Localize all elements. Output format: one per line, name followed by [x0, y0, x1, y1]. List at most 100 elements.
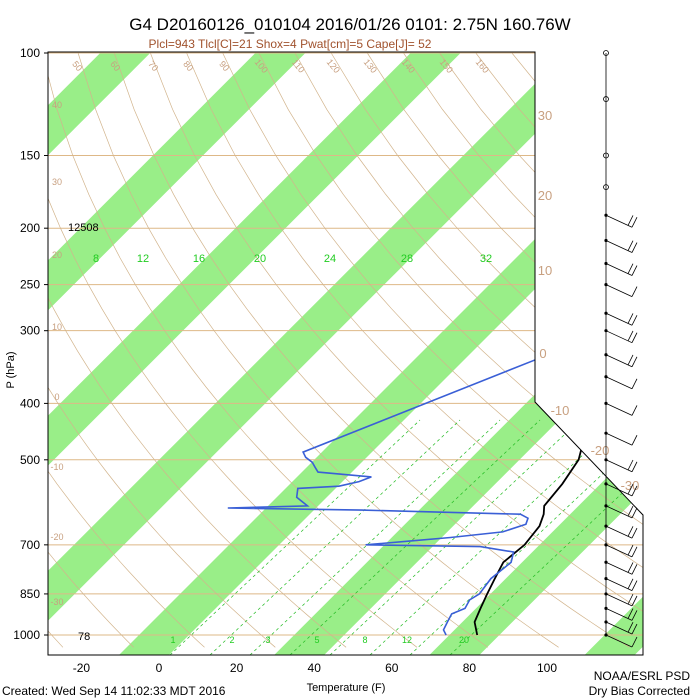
- dry-adiabat: [77, 52, 559, 648]
- wind-barb-feather: [627, 483, 634, 495]
- wind-barb-feather: [631, 286, 638, 297]
- series-dewpoint: [227, 240, 643, 636]
- wind-barb-shaft: [605, 403, 633, 416]
- wind-barb-feather: [631, 527, 638, 539]
- wind-barb-feather: [631, 623, 638, 635]
- pressure-tick-label: 300: [20, 324, 40, 338]
- pressure-tick-label: 150: [20, 148, 40, 162]
- adiabat-label: 160: [474, 57, 491, 75]
- lower-mixing-label: 2: [229, 635, 234, 645]
- wind-barb-feather: [631, 405, 638, 416]
- pressure-tick-label: 250: [20, 278, 40, 292]
- wind-barb-feather: [631, 461, 638, 472]
- isotherm-label: 30: [538, 108, 552, 123]
- left-adiabat-label: -20: [50, 532, 63, 542]
- temperature-band: [584, 52, 643, 655]
- wind-barb-feather: [627, 562, 634, 573]
- lower-mixing-label: 1: [170, 635, 175, 645]
- dry-adiabat: [186, 52, 643, 648]
- isobar-lines: [48, 52, 643, 636]
- dry-adiabat: [48, 52, 276, 648]
- wind-barb-shaft: [605, 284, 633, 297]
- mixing-ratio-label: 12: [137, 253, 149, 265]
- wind-barb-feather: [627, 593, 634, 605]
- created-timestamp: Created: Wed Sep 14 11:02:33 MDT 2016: [2, 684, 226, 698]
- wind-barb-feather: [627, 459, 634, 471]
- wind-barb-shaft: [605, 432, 633, 446]
- mixing-ratio-label: 8: [93, 253, 99, 265]
- dry-adiabat: [48, 52, 134, 648]
- wind-barb-feather: [627, 608, 634, 619]
- wind-barb-feather: [631, 434, 638, 446]
- wind-barb-feather: [631, 580, 638, 591]
- temperature-tick-label: 40: [308, 661, 322, 675]
- x-axis-label: Temperature (F): [307, 682, 386, 694]
- wind-barb-shaft: [605, 376, 633, 390]
- dry-adiabat: [258, 52, 643, 648]
- pressure-tick-label: 100: [20, 46, 40, 60]
- isotherm-label: 20: [538, 188, 552, 203]
- wind-barb-shaft: [605, 634, 633, 648]
- wind-barb-feather: [631, 265, 638, 276]
- calm-wind-marker: [603, 96, 609, 102]
- height-top-label: 12508: [68, 222, 99, 234]
- temperature-bands: [48, 52, 643, 655]
- wind-barb-feather: [631, 217, 638, 228]
- calm-wind-marker: [603, 152, 609, 159]
- pressure-tick-label: 700: [20, 538, 40, 552]
- calm-wind-marker: [603, 184, 609, 191]
- wind-barb-feather: [631, 378, 638, 389]
- lower-mixing-label: 12: [402, 635, 412, 645]
- pressure-tick-label: 1000: [13, 628, 40, 642]
- mixing-ratio-label: 16: [193, 253, 205, 265]
- wind-barb-dot: [604, 238, 608, 243]
- mixing-ratio-label: 20: [254, 253, 266, 265]
- dry-adiabat: [48, 52, 347, 648]
- dry-adiabat: [48, 52, 205, 648]
- temperature-tick-label: 20: [230, 661, 244, 675]
- sounding-series: [227, 205, 643, 636]
- wind-barb-feather: [627, 330, 634, 342]
- left-adiabat-label: -10: [50, 462, 63, 472]
- wind-barb-feather: [627, 505, 634, 517]
- lower-mixing-label: 8: [362, 635, 367, 645]
- wind-barb-feather: [631, 564, 638, 575]
- series-parcel: [596, 354, 627, 423]
- dry-adiabat: [113, 52, 630, 648]
- wind-barb-feather: [631, 507, 638, 519]
- temperature-tick-label: 0: [156, 661, 163, 675]
- wind-barb-feather: [627, 313, 634, 324]
- wind-barb-feather: [631, 485, 638, 497]
- wind-barb-feather: [631, 546, 638, 558]
- wind-barb-feather: [631, 595, 638, 607]
- wind-barb-feather: [631, 315, 638, 326]
- adiabat-label: 70: [146, 59, 160, 73]
- wind-barb-feather: [631, 610, 638, 621]
- temperature-tick-label: -20: [73, 661, 91, 675]
- left-adiabat-label: 30: [52, 177, 62, 187]
- adiabat-label: 50: [70, 59, 84, 73]
- isotherm-label: -30: [621, 478, 640, 493]
- height-bottom-label: 78: [78, 631, 90, 643]
- wind-barb-feather: [627, 240, 634, 251]
- wind-barb-feather: [627, 622, 634, 633]
- lower-mixing-label: 3: [265, 635, 270, 645]
- left-adiabat-label: 10: [52, 322, 62, 332]
- credit-line-1: NOAA/ESRL PSD: [594, 669, 691, 683]
- lower-mixing-label: 20: [459, 635, 469, 645]
- temperature-tick-label: 80: [463, 661, 477, 675]
- isotherm-label: -10: [551, 403, 570, 418]
- temperature-band: [48, 52, 499, 655]
- temperature-tick-label: 60: [385, 661, 399, 675]
- mixing-ratio-label: 32: [480, 253, 492, 265]
- wind-barb-feather: [631, 356, 638, 367]
- credit-line-2: Dry Bias Corrected: [589, 684, 690, 698]
- adiabat-label: 130: [362, 57, 379, 75]
- pressure-tick-label: 850: [20, 587, 40, 601]
- adiabat-label: 60: [108, 59, 122, 73]
- mixing-ratio-label: 24: [324, 253, 336, 265]
- isotherm-label: -20: [591, 443, 610, 458]
- wind-barb-feather: [627, 215, 634, 226]
- dry-adiabat: [222, 52, 643, 648]
